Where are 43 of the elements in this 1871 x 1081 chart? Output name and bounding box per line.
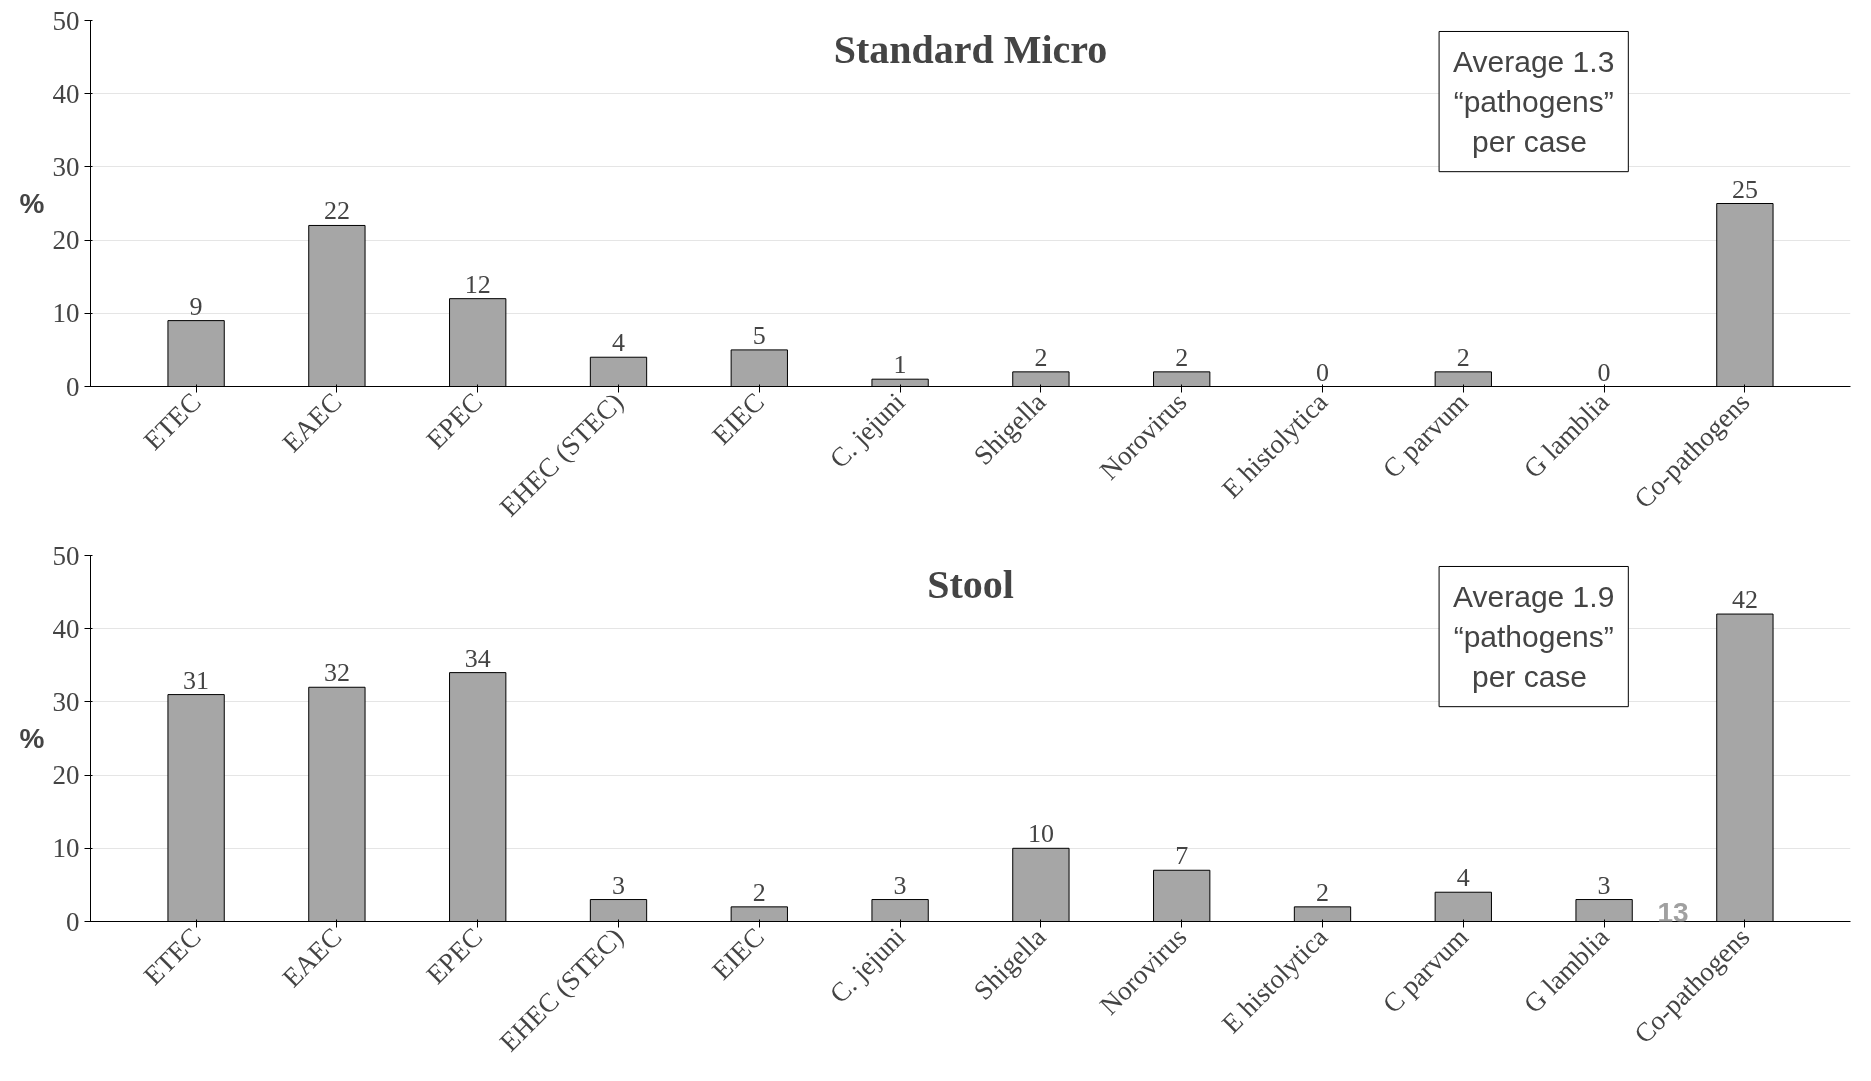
y-tick-label: 40	[52, 78, 80, 109]
y-tick-label: 10	[52, 833, 80, 864]
data-label: 10	[1027, 819, 1054, 849]
data-label: 2	[1456, 342, 1470, 372]
data-label: 0	[1316, 357, 1329, 387]
chart-title: Stool	[927, 562, 1014, 608]
y-tick-label: 0	[66, 371, 80, 402]
data-label: 3	[612, 870, 625, 900]
data-label: 2	[1034, 342, 1048, 372]
y-tick-label: 30	[52, 686, 80, 717]
y-axis-title: %	[19, 723, 45, 754]
annotation: 13	[1657, 896, 1689, 928]
data-label: 31	[183, 665, 210, 695]
y-tick-label: 50	[52, 5, 80, 36]
data-label: 12	[464, 269, 491, 299]
y-tick-label: 40	[52, 613, 80, 644]
data-label: 42	[1731, 585, 1758, 615]
data-label: 7	[1175, 841, 1189, 871]
annotation: Average 1.3 “pathogens” per case	[1453, 45, 1615, 158]
data-label: 3	[1597, 870, 1611, 900]
data-label: 9	[189, 291, 203, 321]
y-tick-label: 30	[52, 151, 80, 182]
data-label: 4	[612, 328, 625, 358]
data-label: 4	[1456, 863, 1470, 893]
y-tick-label: 50	[52, 540, 80, 571]
data-label: 5	[752, 320, 766, 350]
data-label: 2	[1175, 342, 1189, 372]
chart-title: Standard Micro	[833, 27, 1108, 73]
data-label: 1	[893, 350, 907, 380]
data-label: 25	[1731, 174, 1758, 204]
y-tick-label: 20	[52, 225, 80, 256]
data-label: 2	[752, 877, 766, 907]
data-label: 34	[464, 643, 491, 673]
data-label: 32	[323, 658, 350, 688]
y-tick-label: 10	[52, 298, 80, 329]
data-label: 3	[893, 870, 907, 900]
data-label: 0	[1597, 357, 1611, 387]
y-tick-label: 0	[66, 906, 80, 937]
data-label: 22	[323, 196, 350, 226]
data-label: 2	[1316, 877, 1329, 907]
y-tick-label: 20	[52, 760, 80, 791]
y-axis-title: %	[19, 188, 45, 219]
annotation: Average 1.9 “pathogens” per case	[1453, 580, 1615, 693]
